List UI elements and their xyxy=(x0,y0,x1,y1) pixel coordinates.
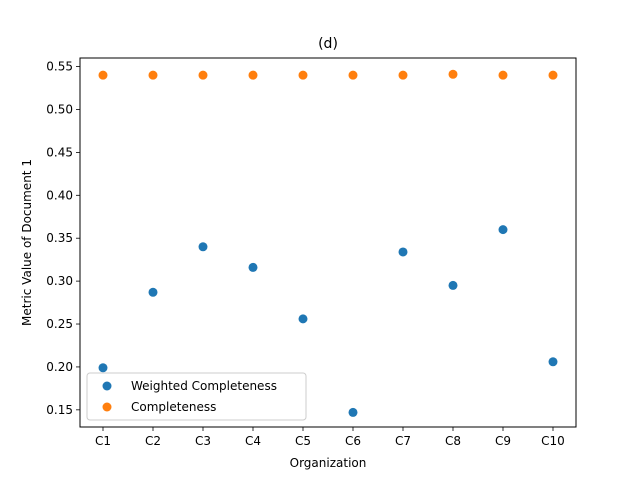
x-tick-label: C6 xyxy=(345,434,361,448)
series-0-point xyxy=(348,407,358,417)
x-tick-label: C4 xyxy=(245,434,261,448)
y-tick-label: 0.20 xyxy=(46,360,73,374)
series-0-point xyxy=(548,357,558,367)
legend-marker xyxy=(102,381,112,391)
series-1-point xyxy=(398,70,408,80)
y-tick-label: 0.45 xyxy=(46,145,73,159)
series-1-point xyxy=(348,70,358,80)
series-0-point xyxy=(298,314,308,324)
series-0-point xyxy=(248,262,258,272)
plot-area: C1 C2 C3 C4 C5 C6 C7 C8 C9 C10 0.15 0.20 0.25 0.30 0.3… xyxy=(46,60,565,448)
series-0-point xyxy=(448,280,458,290)
legend-entry: Weighted Completeness xyxy=(131,379,277,393)
series-1-point xyxy=(198,70,208,80)
x-axis-label: Organization xyxy=(290,456,367,470)
series-0-point xyxy=(198,242,208,252)
series-1-point xyxy=(548,70,558,80)
y-tick-label: 0.35 xyxy=(46,231,73,245)
y-tick-label: 0.30 xyxy=(46,274,73,288)
x-tick-label: C8 xyxy=(445,434,461,448)
x-tick-label: C10 xyxy=(541,434,565,448)
series-1-point xyxy=(298,70,308,80)
legend-entry: Completeness xyxy=(131,400,216,414)
x-tick-label: C9 xyxy=(495,434,511,448)
series-0-point xyxy=(148,287,158,297)
y-tick-label: 0.50 xyxy=(46,102,73,116)
y-tick-label: 0.25 xyxy=(46,317,73,331)
legend-box xyxy=(86,372,307,421)
series-0-point xyxy=(498,225,508,235)
series-1-point xyxy=(248,70,258,80)
legend-marker xyxy=(102,402,112,412)
y-tick-label: 0.40 xyxy=(46,188,73,202)
y-axis-label: Metric Value of Document 1 xyxy=(20,159,34,326)
series-1-point xyxy=(148,70,158,80)
chart-title: (d) xyxy=(318,36,338,52)
series-0-point xyxy=(98,363,108,373)
x-tick-label: C1 xyxy=(95,434,111,448)
series-0-point xyxy=(398,247,408,257)
y-tick-label: 0.15 xyxy=(46,403,73,417)
x-tick-label: C5 xyxy=(295,434,311,448)
series-1-point xyxy=(448,69,458,79)
x-tick-label: C3 xyxy=(195,434,211,448)
axes-frame xyxy=(79,57,577,428)
legend: Weighted Completeness Completeness xyxy=(86,372,307,421)
x-tick-label: C7 xyxy=(395,434,411,448)
x-tick-label: C2 xyxy=(145,434,161,448)
series-1-point xyxy=(98,70,108,80)
series-1-point xyxy=(498,70,508,80)
y-tick-label: 0.55 xyxy=(46,60,73,74)
